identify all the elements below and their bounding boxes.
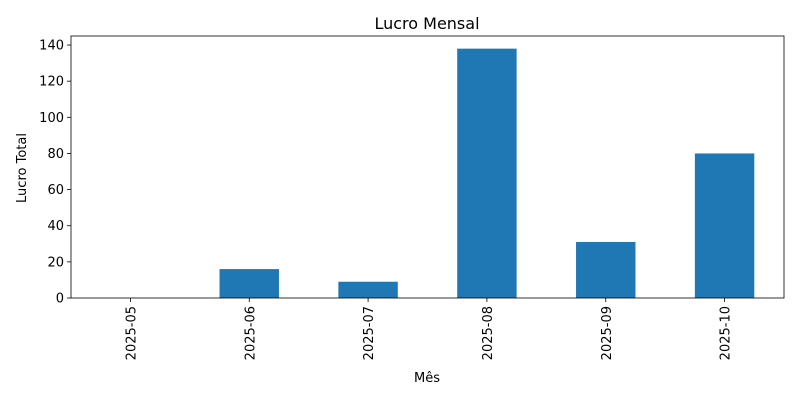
y-tick-label: 100 <box>39 111 64 126</box>
bar-2025-09 <box>576 241 636 298</box>
bar-2025-08 <box>457 48 517 298</box>
x-tick-label: 2025-07 <box>362 306 377 360</box>
y-tick-label: 80 <box>47 147 64 162</box>
x-tick-label: 2025-08 <box>481 306 496 360</box>
x-tick-label: 2025-06 <box>243 306 258 360</box>
plot-frame <box>70 35 785 299</box>
y-axis: 0 20 40 60 80 100 120 140 <box>39 39 71 307</box>
x-tick-label: 2025-09 <box>600 306 615 360</box>
y-tick-label: 120 <box>39 75 64 90</box>
x-tick-label: 2025-05 <box>124 306 139 360</box>
x-tick-label: 2025-10 <box>719 306 734 360</box>
bars-group <box>219 48 755 298</box>
y-tick-label: 140 <box>39 39 64 54</box>
chart-title: Lucro Mensal <box>374 14 479 33</box>
bar-2025-10 <box>694 153 755 298</box>
y-tick-label: 60 <box>47 183 64 198</box>
bar-2025-07 <box>338 281 398 298</box>
bar-2025-06 <box>219 269 279 298</box>
x-axis-label: Mês <box>414 371 440 386</box>
y-tick-label: 20 <box>47 255 64 270</box>
y-tick-label: 0 <box>56 292 64 307</box>
y-axis-label: Lucro Total <box>15 133 30 203</box>
x-axis: 2025-05 2025-06 2025-07 2025-08 2025-09 2025-… <box>124 298 734 360</box>
y-tick-label: 40 <box>47 219 64 234</box>
